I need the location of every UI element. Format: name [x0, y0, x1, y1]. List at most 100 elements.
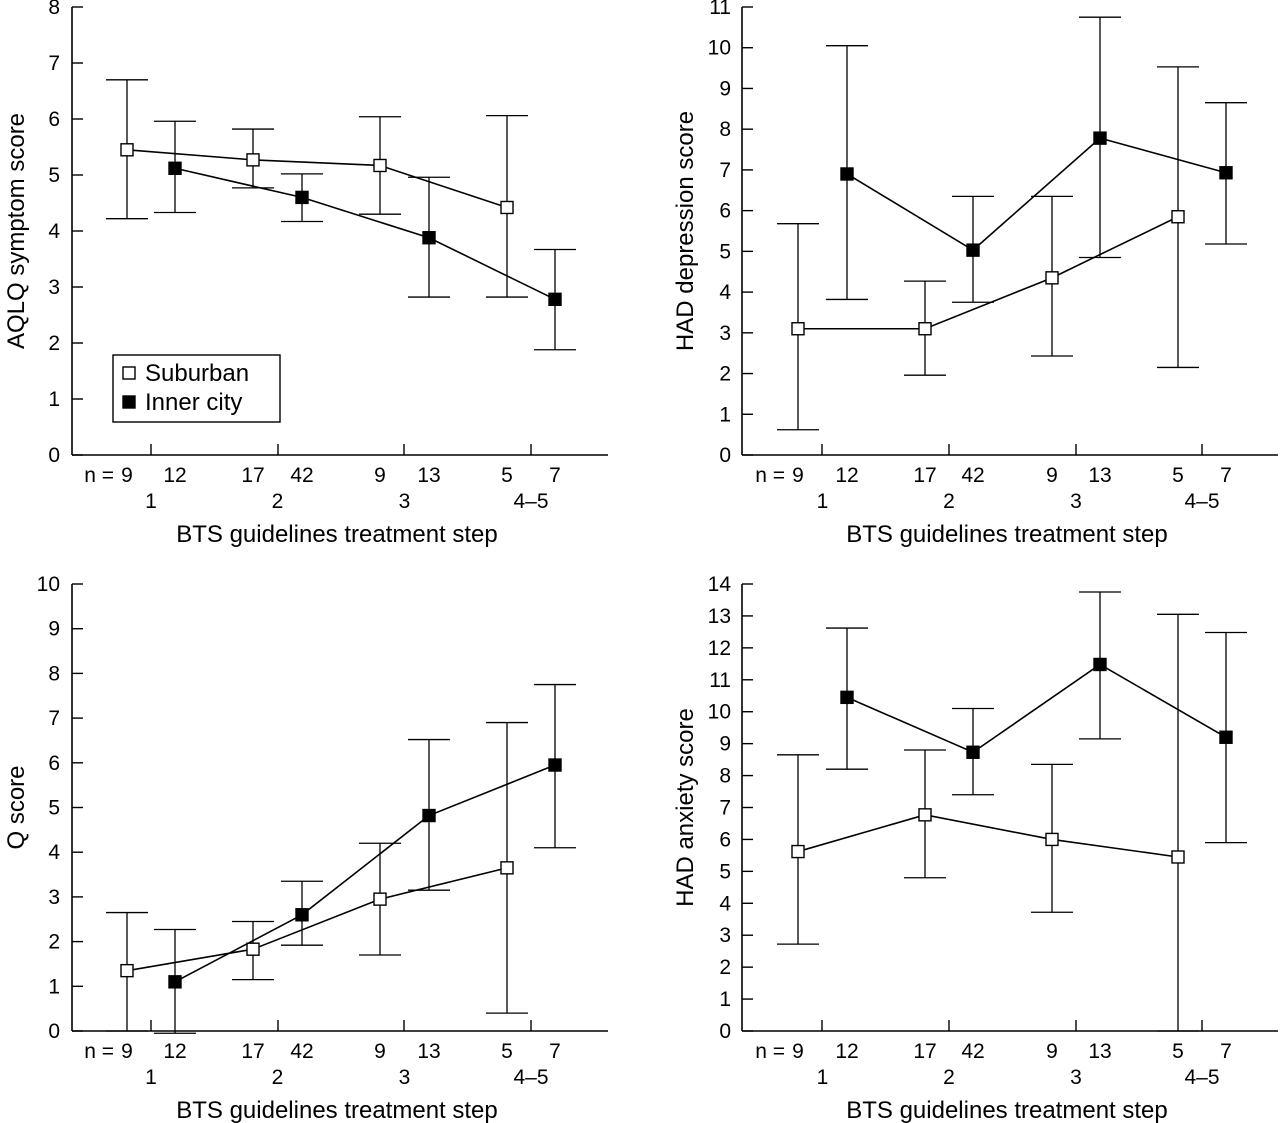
data-point-marker — [500, 861, 514, 875]
y-tick-label: 5 — [719, 240, 731, 263]
n-prefix-label: n = — [755, 1040, 785, 1063]
y-tick-label: 7 — [48, 52, 60, 75]
n-count-label: 9 — [121, 464, 133, 487]
data-point-marker — [295, 190, 309, 205]
y-tick-label: 3 — [719, 322, 731, 345]
series-inner-city — [826, 16, 1247, 303]
series-suburban — [777, 66, 1199, 431]
n-count-label: 42 — [290, 464, 313, 487]
n-count-label: 7 — [1220, 1040, 1232, 1063]
series-line — [846, 663, 1227, 754]
series-line — [126, 867, 508, 972]
x-category-label: 1 — [145, 490, 157, 513]
n-count-label: 7 — [549, 464, 561, 487]
y-tick-label: 3 — [48, 276, 60, 299]
x-category-label: 4–5 — [513, 490, 548, 513]
y-tick-label: 1 — [48, 975, 60, 998]
y-tick-label: 2 — [719, 956, 731, 979]
n-count-label: 13 — [1088, 1040, 1111, 1063]
y-tick-label: 6 — [719, 828, 731, 851]
y-axis-title: HAD anxiety score — [672, 708, 699, 907]
x-category-label: 3 — [1070, 490, 1082, 513]
n-count-label: 17 — [241, 1040, 264, 1063]
series-line — [126, 149, 508, 209]
data-point-marker — [295, 908, 309, 922]
n-count-label: 9 — [792, 1040, 804, 1063]
series-inner-city — [154, 683, 576, 1034]
n-count-label: 5 — [1172, 464, 1184, 487]
x-category-label: 1 — [817, 1066, 829, 1089]
n-count-label: 5 — [1172, 1040, 1184, 1063]
data-point-marker — [120, 143, 134, 157]
y-tick-label: 1 — [719, 988, 731, 1011]
y-tick-label: 0 — [48, 1020, 60, 1043]
y-tick-label: 2 — [48, 931, 60, 954]
x-category-label: 3 — [399, 1066, 411, 1089]
y-tick-label: 8 — [48, 662, 60, 685]
y-tick-label: 0 — [48, 444, 60, 467]
data-point-marker — [500, 200, 514, 215]
x-category-label: 4–5 — [513, 1066, 548, 1089]
series-suburban — [777, 613, 1199, 1032]
y-tick-label: 5 — [719, 860, 731, 883]
y-tick-label: 4 — [719, 281, 731, 304]
data-point-marker — [373, 892, 387, 906]
n-count-label: 7 — [549, 1040, 561, 1063]
data-point-marker — [548, 758, 562, 772]
x-category-label: 1 — [817, 490, 829, 513]
y-tick-label: 3 — [48, 886, 60, 909]
y-tick-label: 0 — [719, 444, 731, 467]
data-point-marker — [1219, 730, 1233, 744]
data-point-marker — [918, 322, 932, 336]
data-point-marker — [373, 158, 387, 173]
series-line — [798, 216, 1179, 330]
y-tick-label: 7 — [719, 159, 731, 182]
data-point-marker — [1045, 271, 1059, 285]
x-category-label: 2 — [272, 490, 284, 513]
data-point-marker — [168, 975, 182, 989]
series-line — [174, 167, 556, 301]
y-tick-label: 9 — [719, 733, 731, 756]
data-point-marker — [840, 167, 854, 181]
y-tick-label: 10 — [708, 701, 731, 724]
x-axis-title: BTS guidelines treatment step — [846, 521, 1168, 548]
y-tick-label: 4 — [719, 892, 731, 915]
n-count-label: 5 — [501, 1040, 513, 1063]
x-axis-title: BTS guidelines treatment step — [846, 1097, 1168, 1123]
y-tick-label: 3 — [719, 924, 731, 947]
n-prefix-label: n = — [84, 464, 114, 487]
y-tick-label: 7 — [719, 797, 731, 820]
n-count-label: 9 — [374, 464, 386, 487]
x-category-label: 3 — [399, 490, 411, 513]
y-tick-label: 14 — [708, 573, 732, 596]
y-tick-label: 6 — [719, 200, 731, 223]
y-axis-title: Q score — [3, 765, 30, 849]
y-axis-title: AQLQ symptom score — [3, 113, 30, 349]
series-line — [174, 764, 556, 983]
data-point-marker — [168, 161, 182, 175]
y-tick-label: 6 — [48, 108, 60, 131]
series-inner-city — [154, 120, 576, 351]
y-tick-label: 4 — [48, 220, 60, 243]
y-tick-label: 1 — [719, 403, 731, 426]
y-tick-label: 2 — [48, 332, 60, 355]
data-point-marker — [1219, 166, 1233, 180]
x-category-label: 2 — [272, 1066, 284, 1089]
n-count-label: 17 — [913, 1040, 936, 1063]
series-suburban — [106, 721, 528, 1032]
legend-box — [112, 354, 281, 423]
series-suburban — [106, 79, 528, 298]
data-point-marker — [918, 808, 932, 822]
y-tick-label: 12 — [708, 637, 731, 660]
y-tick-label: 8 — [719, 118, 731, 141]
n-prefix-label: n = — [84, 1040, 114, 1063]
legend-marker — [122, 395, 136, 409]
x-category-label: 4–5 — [1184, 1066, 1219, 1089]
n-count-label: 13 — [1088, 464, 1111, 487]
n-count-label: 5 — [501, 464, 513, 487]
data-point-marker — [1171, 850, 1185, 864]
n-count-label: 42 — [290, 1040, 313, 1063]
data-point-marker — [422, 231, 436, 245]
n-count-label: 9 — [792, 464, 804, 487]
